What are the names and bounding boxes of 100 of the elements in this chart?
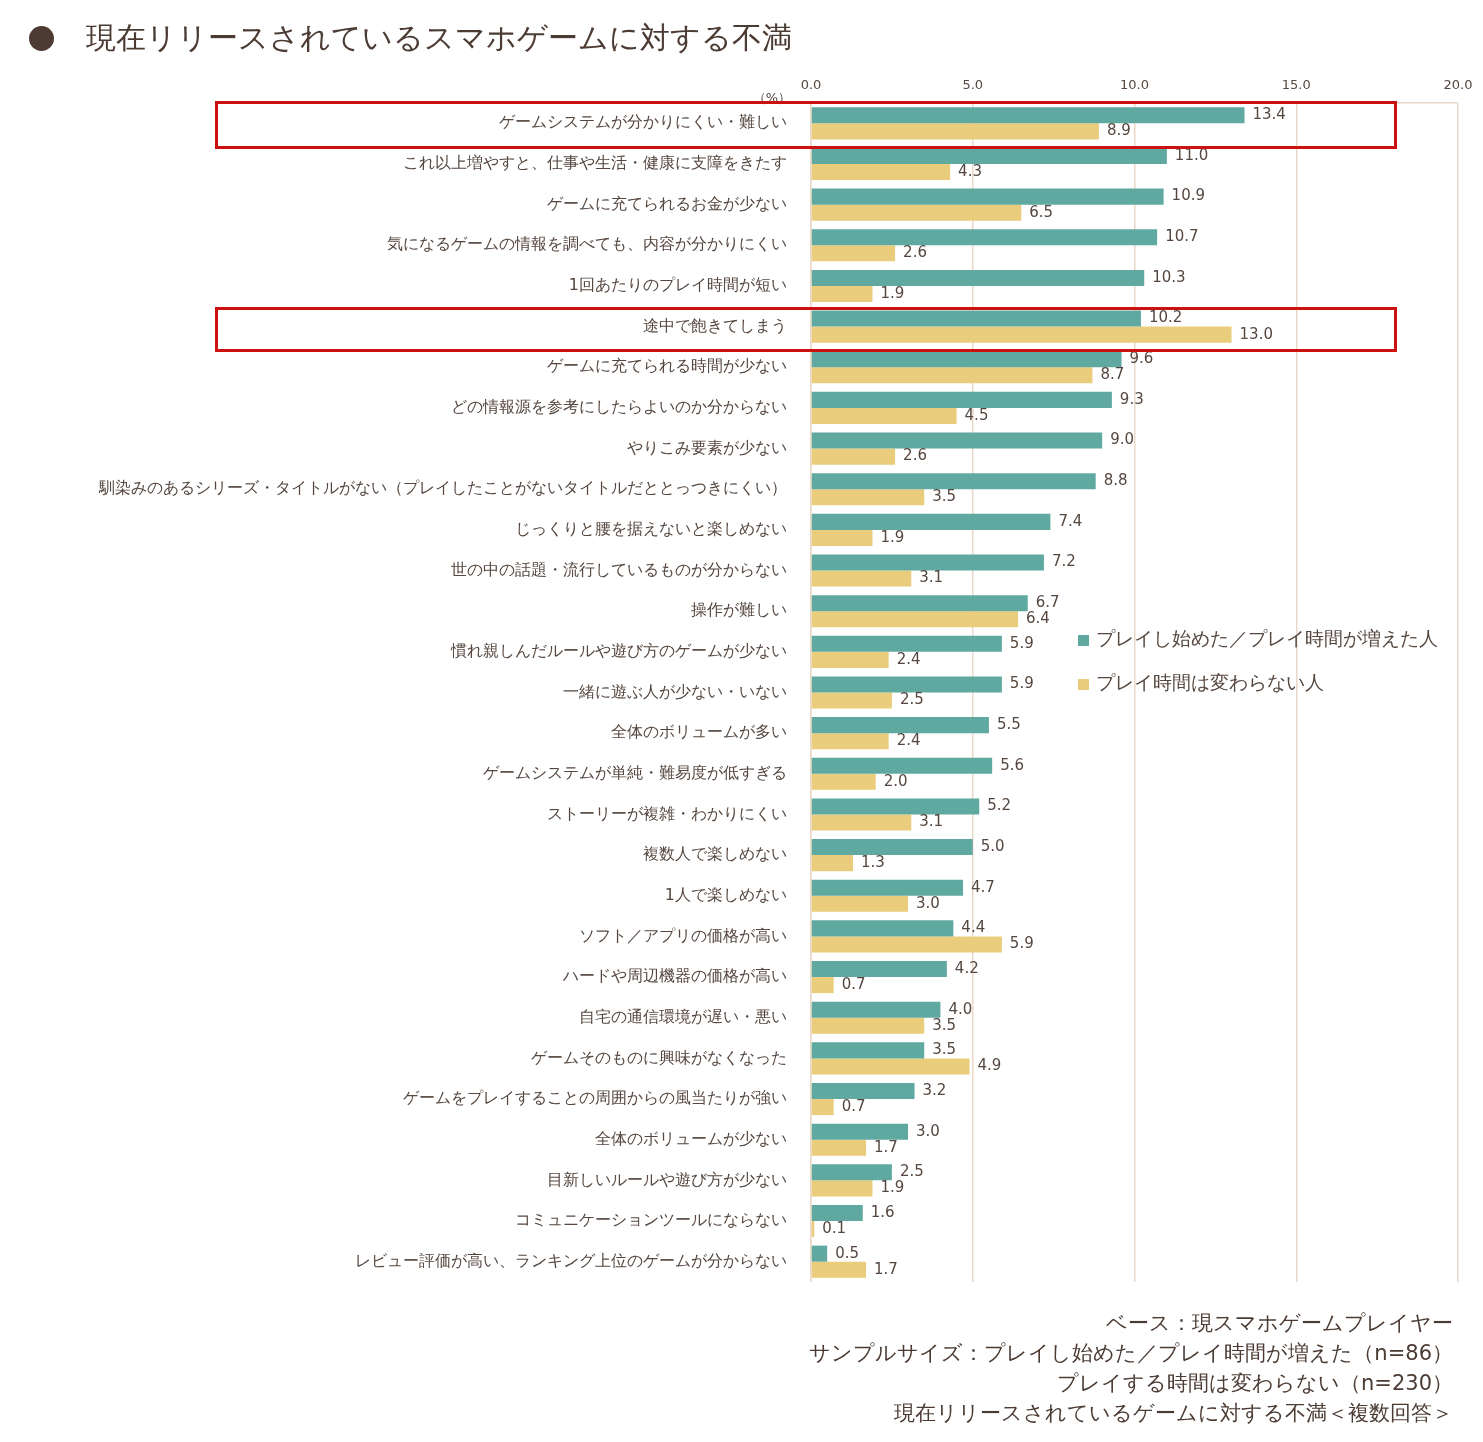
data-label: 3.5 — [932, 487, 957, 506]
data-label: 10.2 — [1148, 308, 1183, 327]
data-label: 13.4 — [1252, 105, 1286, 124]
y-tick-label: ストーリーが複雑・わかりにくい — [547, 803, 787, 823]
bar — [811, 147, 1167, 164]
bar — [811, 367, 1093, 384]
y-tick-label: 一緒に遊ぶ人が少ない・いない — [563, 681, 787, 701]
bar — [811, 635, 1002, 652]
data-label: 5.9 — [1009, 633, 1034, 652]
bar — [811, 489, 925, 506]
bar — [811, 529, 873, 546]
bar — [811, 676, 1002, 693]
bar — [811, 1261, 866, 1278]
data-label: 5.6 — [1000, 755, 1025, 774]
text: 現在リリースされているスマホゲームに対する不満 — [86, 19, 792, 57]
y-tick-label: コミュニケーションツールにならない — [515, 1210, 787, 1230]
data-label: 7.2 — [1051, 552, 1076, 571]
data-label: 8.7 — [1100, 365, 1125, 384]
data-label: 10.9 — [1171, 186, 1206, 205]
y-tick-label: ゲームシステムが単純・難易度が低すぎる — [483, 762, 787, 782]
data-label: 1.9 — [880, 283, 905, 302]
data-label: 4.3 — [958, 161, 982, 180]
bar — [811, 123, 1099, 140]
data-label: 3.0 — [916, 1121, 940, 1140]
y-tick-label: 1回あたりのプレイ時間が短い — [568, 275, 787, 295]
data-label: 3.5 — [932, 1040, 957, 1059]
bar — [811, 1204, 863, 1222]
y-tick-label: ゲームそのものに興味がなくなった — [531, 1047, 787, 1067]
bar — [811, 229, 1158, 246]
bar — [811, 245, 896, 262]
data-label: 9.0 — [1110, 430, 1135, 449]
y-tick-label: どの情報源を参考にしたらよいのか分からない — [451, 397, 787, 417]
data-label: 1.6 — [870, 1202, 895, 1221]
y-tick-label: 世の中の話題・流行しているものが分からない — [451, 559, 787, 579]
data-label: 5.5 — [996, 715, 1021, 734]
data-label: 0.1 — [822, 1218, 847, 1237]
y-tick-label: ゲームシステムが分かりにくい・難しい — [499, 112, 787, 132]
bar — [811, 1001, 941, 1018]
bar — [811, 448, 896, 465]
bar — [811, 513, 1051, 530]
bar — [811, 839, 973, 856]
bar — [811, 1058, 970, 1075]
bar — [811, 1123, 909, 1140]
bar — [811, 163, 951, 181]
bar — [811, 611, 1019, 628]
data-label: 8.9 — [1106, 121, 1131, 140]
text: プレイする時間は変わらない（n=230） — [1056, 1370, 1453, 1397]
data-label: 10.3 — [1152, 267, 1186, 286]
bar — [811, 717, 989, 734]
y-tick-label: レビュー評価が高い、ランキング上位のゲームが分からない — [355, 1250, 787, 1270]
bar — [811, 855, 854, 872]
data-label: 8.8 — [1103, 471, 1128, 490]
data-label: 2.5 — [899, 1162, 924, 1181]
data-label: 5.2 — [987, 796, 1012, 815]
data-label: 5.0 — [980, 836, 1005, 855]
bar — [811, 733, 889, 750]
bar — [811, 473, 1096, 490]
text: ベース：現スマホゲームプレイヤー — [1105, 1310, 1453, 1337]
y-tick-label: ゲームに充てられる時間が少ない — [547, 356, 787, 376]
bar — [811, 936, 1002, 953]
x-tick-label: 15.0 — [1281, 76, 1311, 92]
y-tick-label: ゲームに充てられるお金が少ない — [547, 193, 787, 213]
data-label: 3.2 — [922, 1080, 947, 1099]
bar — [811, 961, 947, 978]
y-tick-label: 全体のボリュームが少ない — [595, 1128, 787, 1148]
bar — [811, 351, 1122, 368]
data-label: 3.5 — [932, 1015, 957, 1034]
y-tick-label: 気になるゲームの情報を調べても、内容が分かりにくい — [387, 234, 787, 254]
x-tick-label: 5.0 — [962, 76, 984, 92]
bar — [811, 204, 1022, 221]
y-tick-label: 慣れ親しんだルールや遊び方のゲームが少ない — [450, 641, 787, 660]
bar — [811, 285, 873, 303]
bar — [811, 407, 957, 424]
y-tick-label: やりこみ要素が少ない — [627, 437, 787, 457]
text: 現在リリースされているゲームに対する不満＜複数回答＞ — [893, 1400, 1453, 1427]
bar — [811, 895, 909, 912]
data-label: 1.9 — [880, 1178, 905, 1197]
y-tick-label: 目新しいルールや遊び方が少ない — [547, 1169, 787, 1189]
y-tick-label: ハードや周辺機器の価格が高い — [562, 966, 787, 986]
bar — [811, 814, 912, 831]
legend-label: プレイし始めた／プレイ時間が増えた人 — [1096, 627, 1438, 650]
bar — [811, 432, 1103, 449]
x-tick-label: 10.0 — [1120, 76, 1149, 92]
bar — [811, 310, 1141, 327]
data-label: 4.5 — [964, 405, 989, 424]
bar — [811, 391, 1112, 408]
data-label: 3.0 — [916, 893, 940, 912]
bar — [811, 1180, 873, 1197]
data-label: 6.7 — [1035, 593, 1060, 612]
y-tick-label: 1人で楽しめない — [664, 884, 787, 904]
y-tick-label: 複数人で楽しめない — [643, 844, 787, 864]
y-tick-label: 操作が難しい — [691, 600, 787, 620]
x-tick-label: 20.0 — [1443, 76, 1473, 92]
bar — [811, 554, 1044, 571]
bar — [811, 1042, 925, 1059]
bar — [811, 1245, 828, 1262]
text: サンプルサイズ：プレイし始めた／プレイ時間が増えた（n=86） — [809, 1340, 1453, 1367]
y-tick-label: ソフト／アプリの価格が高い — [579, 925, 787, 945]
data-label: 5.9 — [1009, 674, 1034, 693]
bar — [811, 188, 1164, 205]
